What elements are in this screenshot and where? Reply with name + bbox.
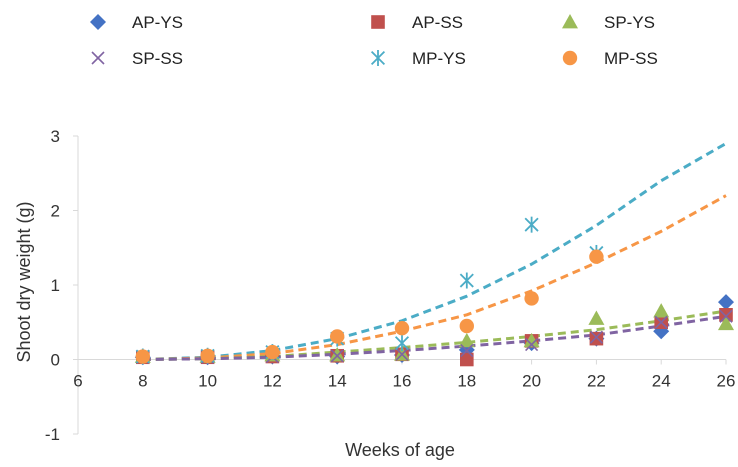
- data-point-mp-ss: [135, 349, 150, 364]
- legend-marker: [562, 14, 578, 29]
- legend-label: MP-YS: [412, 49, 466, 68]
- y-tick-label: 0: [51, 351, 60, 370]
- data-point-sp-ss: [654, 315, 668, 329]
- x-tick-label: 14: [328, 372, 347, 391]
- trendline: [142, 194, 727, 361]
- data-point-ap-ss: [460, 352, 474, 367]
- legend-item-mp-ss: MP-SS: [562, 49, 658, 68]
- data-point-ap-ys: [718, 294, 734, 311]
- trendlines: [142, 142, 727, 361]
- legend-marker: [562, 50, 578, 66]
- data-point-ap-ss: [719, 308, 733, 322]
- data-point-mp-ss: [459, 318, 474, 334]
- legend: AP-YS AP-SS SP-YS SP-SS MP-YS MP-SS: [90, 13, 658, 68]
- y-axis-label: Shoot dry weight (g): [14, 201, 34, 362]
- x-tick-label: 26: [717, 372, 736, 391]
- trendline: [142, 309, 727, 361]
- data-point-mp-ss: [200, 348, 215, 363]
- legend-item-mp-ys: MP-YS: [370, 49, 466, 68]
- legend-item-ap-ss: AP-SS: [371, 13, 463, 32]
- data-point-sp-ys: [718, 315, 734, 331]
- x-tick-label: 10: [198, 372, 217, 391]
- data-point-sp-ys: [523, 332, 540, 348]
- data-point-sp-ss: [589, 330, 603, 344]
- x-axis-label: Weeks of age: [345, 440, 455, 460]
- legend-item-sp-ys: SP-YS: [562, 13, 655, 32]
- legend-item-sp-ss: SP-SS: [91, 49, 183, 68]
- legend-marker: [90, 14, 106, 30]
- y-tick-label: 1: [51, 276, 60, 295]
- data-point-mp-ss: [394, 321, 410, 336]
- data-point-sp-ss: [330, 349, 344, 363]
- y-tick-label: 2: [51, 202, 60, 221]
- data-point-sp-ss: [395, 347, 409, 361]
- x-tick-label: 6: [73, 372, 82, 391]
- data-point-sp-ss: [719, 309, 733, 323]
- x-tick-label: 8: [138, 372, 147, 391]
- data-point-mp-ys: [459, 272, 474, 289]
- data-point-mp-ss: [330, 329, 345, 344]
- x-tick-label: 18: [457, 372, 476, 391]
- data-point-sp-ss: [525, 338, 539, 352]
- legend-label: SP-SS: [132, 49, 183, 68]
- legend-marker: [371, 15, 385, 29]
- data-point-mp-ys: [524, 216, 539, 233]
- data-point-sp-ys: [653, 303, 670, 318]
- data-point-sp-ys: [588, 310, 605, 325]
- data-point-sp-ss: [460, 343, 474, 358]
- trendline: [142, 142, 727, 361]
- legend-marker: [91, 51, 105, 65]
- data-point-mp-ss: [524, 291, 539, 306]
- data-point-sp-ys: [458, 332, 475, 348]
- data-point-sp-ys: [329, 347, 346, 362]
- legend-label: AP-YS: [132, 13, 183, 32]
- legend-label: AP-SS: [412, 13, 463, 32]
- data-point-ap-ss: [589, 331, 604, 346]
- x-tick-label: 16: [393, 372, 412, 391]
- data-point-mp-ss: [589, 249, 604, 264]
- legend-marker: [370, 50, 386, 66]
- y-tick-label: 3: [51, 127, 60, 146]
- x-tick-label: 12: [263, 372, 282, 391]
- x-tick-label: 20: [522, 372, 541, 391]
- data-point-mp-ys: [394, 335, 410, 352]
- y-tick-label: -1: [45, 425, 60, 444]
- x-tick-label: 22: [587, 372, 606, 391]
- legend-label: MP-SS: [604, 49, 658, 68]
- x-tick-label: 24: [652, 372, 671, 391]
- trendline: [142, 314, 727, 361]
- legend-label: SP-YS: [604, 13, 655, 32]
- legend-item-ap-ys: AP-YS: [90, 13, 183, 32]
- data-points: [134, 216, 734, 367]
- data-point-mp-ss: [265, 344, 280, 360]
